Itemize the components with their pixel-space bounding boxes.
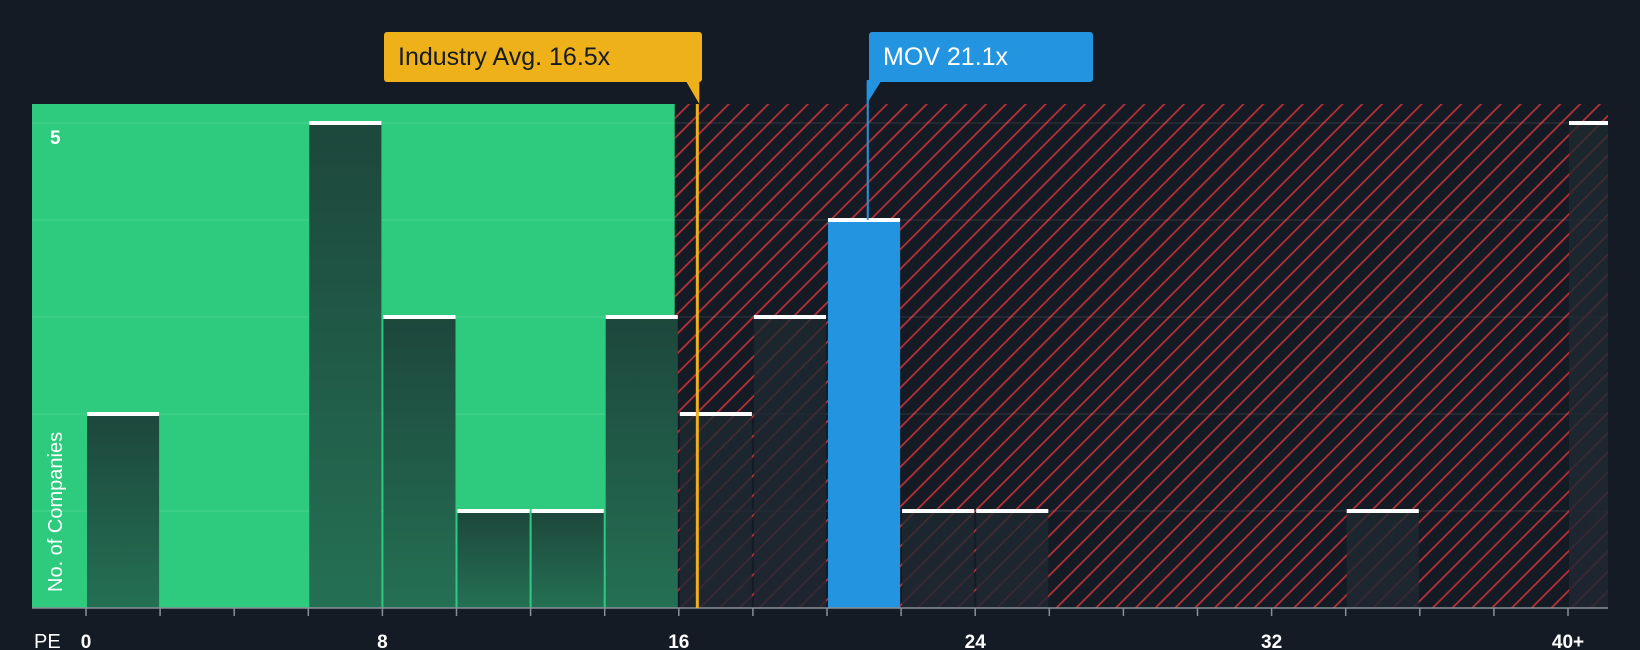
- bar-cap: [828, 218, 900, 222]
- bar-cap: [680, 412, 752, 416]
- y-axis-label: No. of Companies: [45, 432, 67, 592]
- bar: [606, 317, 678, 608]
- y-tick-label: 5: [50, 128, 61, 149]
- x-ticks: 0 8 16 24 32 40+: [81, 608, 1584, 650]
- bar: [976, 511, 1048, 608]
- bar: [458, 511, 530, 608]
- bar-cap: [902, 509, 974, 513]
- bar-company: [828, 220, 900, 608]
- bar: [309, 123, 381, 608]
- bar: [1569, 123, 1608, 608]
- bar-cap: [458, 509, 530, 513]
- bar-cap: [1569, 121, 1608, 125]
- bar-cap: [976, 509, 1048, 513]
- bar-cap: [606, 315, 678, 319]
- pe-distribution-chart: 0 8 16 24 32 40+ 5 PE No. of Companies: [0, 0, 1640, 650]
- bar: [87, 414, 159, 608]
- x-axis-label: PE: [34, 631, 61, 650]
- x-tick-label: 32: [1261, 632, 1282, 650]
- x-tick-label: 8: [377, 632, 388, 650]
- x-tick-label: 0: [81, 632, 92, 650]
- bar-cap: [754, 315, 826, 319]
- bar: [680, 414, 752, 608]
- industry-avg-callout: Industry Avg. 16.5x: [384, 32, 702, 82]
- bar: [754, 317, 826, 608]
- bar-cap: [1347, 509, 1419, 513]
- x-tick-label: 40+: [1552, 632, 1584, 650]
- industry-callout-pointer: [685, 80, 699, 104]
- company-pe-callout: MOV 21.1x: [869, 32, 1093, 82]
- bar-cap: [532, 509, 604, 513]
- bar: [902, 511, 974, 608]
- x-tick-label: 24: [965, 632, 987, 650]
- bar: [1347, 511, 1419, 608]
- company-callout-pointer: [867, 80, 882, 104]
- bar-cap: [87, 412, 159, 416]
- y-ticks: 5: [50, 128, 61, 149]
- bar-cap: [383, 315, 455, 319]
- bar: [383, 317, 455, 608]
- bar: [532, 511, 604, 608]
- bar-cap: [309, 121, 381, 125]
- x-tick-label: 16: [668, 632, 689, 650]
